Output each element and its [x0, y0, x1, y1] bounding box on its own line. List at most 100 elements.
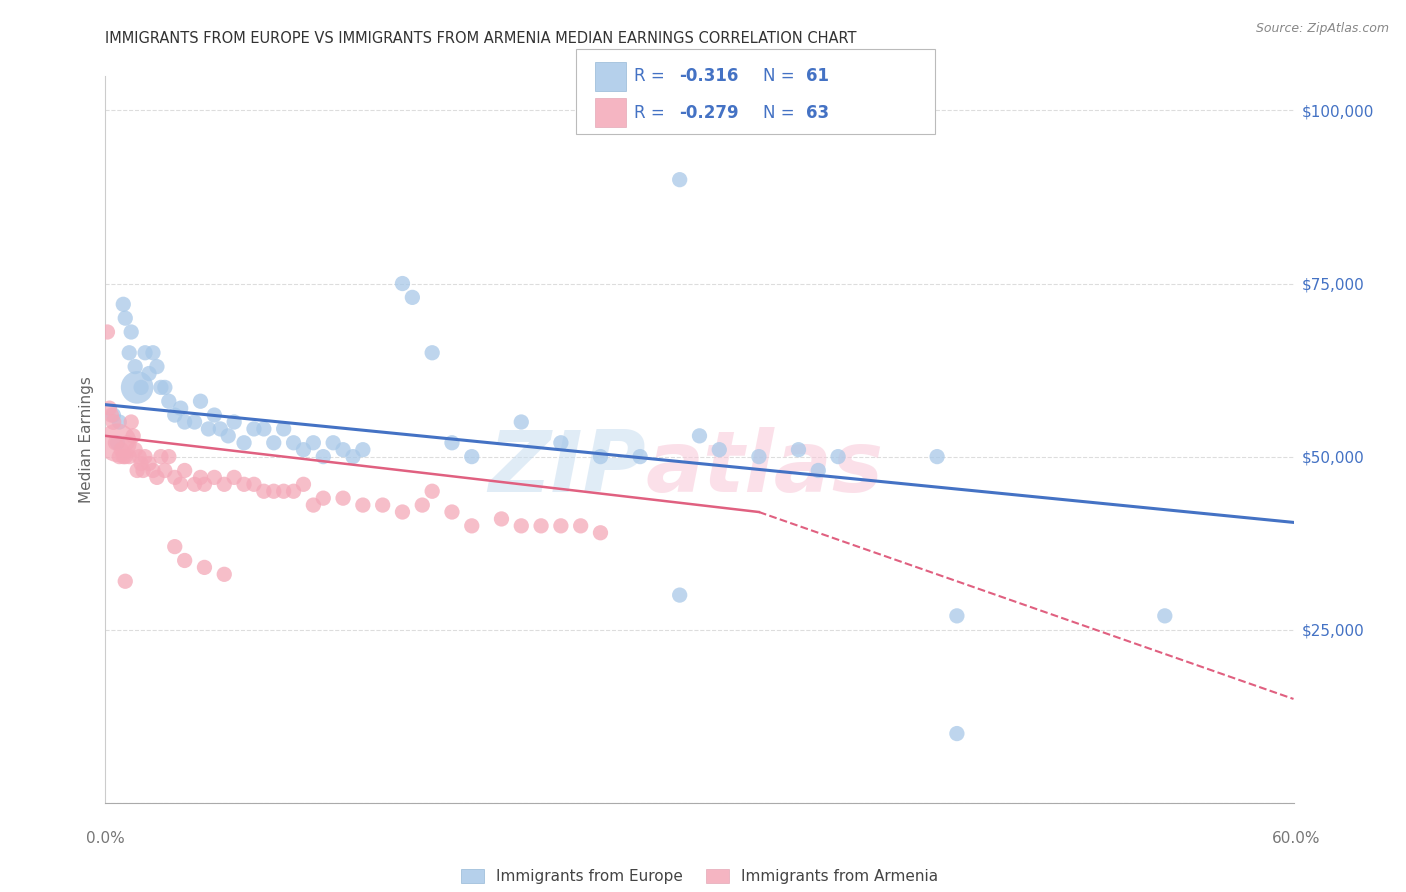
Point: [510, 415, 533, 429]
Point: [202, 408, 225, 422]
Point: [202, 470, 225, 484]
Point: [127, 380, 149, 394]
Point: [163, 408, 186, 422]
Point: [292, 442, 315, 457]
Point: [118, 345, 141, 359]
Point: [224, 415, 246, 429]
Point: [114, 450, 136, 464]
Point: [391, 277, 413, 291]
Point: [118, 450, 141, 464]
Text: R =: R =: [634, 67, 671, 86]
Point: [283, 435, 305, 450]
Point: [302, 498, 325, 512]
Point: [163, 540, 186, 554]
Point: [209, 422, 232, 436]
Point: [440, 435, 463, 450]
Point: [149, 450, 172, 464]
Point: [302, 435, 325, 450]
Point: [153, 463, 176, 477]
Point: [104, 435, 127, 450]
Point: [263, 435, 285, 450]
Point: [193, 560, 215, 574]
Point: [827, 450, 849, 464]
Point: [312, 491, 335, 505]
Point: [332, 442, 354, 457]
Point: [170, 401, 193, 416]
Point: [100, 408, 122, 422]
Point: [120, 415, 142, 429]
Point: [709, 442, 731, 457]
Point: [103, 415, 125, 429]
Point: [371, 498, 394, 512]
Point: [233, 477, 256, 491]
Point: [105, 435, 128, 450]
Point: [352, 442, 374, 457]
Point: [173, 463, 195, 477]
Point: [112, 297, 135, 311]
Point: [115, 435, 138, 450]
Point: [120, 325, 142, 339]
Point: [190, 470, 212, 484]
Point: [183, 415, 205, 429]
Point: [1153, 608, 1175, 623]
Text: N =: N =: [763, 67, 800, 86]
Point: [142, 345, 165, 359]
Point: [263, 484, 285, 499]
Point: [569, 519, 592, 533]
Text: Source: ZipAtlas.com: Source: ZipAtlas.com: [1256, 22, 1389, 36]
Point: [668, 588, 690, 602]
Point: [157, 450, 180, 464]
Point: [127, 463, 149, 477]
Text: 61: 61: [806, 67, 828, 86]
Text: 60.0%: 60.0%: [1272, 831, 1320, 846]
Point: [134, 345, 156, 359]
Point: [243, 477, 266, 491]
Point: [253, 484, 276, 499]
Text: 0.0%: 0.0%: [86, 831, 125, 846]
Text: IMMIGRANTS FROM EUROPE VS IMMIGRANTS FROM ARMENIA MEDIAN EARNINGS CORRELATION CH: IMMIGRANTS FROM EUROPE VS IMMIGRANTS FRO…: [105, 31, 856, 46]
Point: [461, 450, 484, 464]
Point: [273, 484, 295, 499]
Point: [787, 442, 810, 457]
Point: [183, 477, 205, 491]
Point: [173, 415, 195, 429]
Point: [146, 470, 169, 484]
Point: [807, 463, 830, 477]
Point: [411, 498, 433, 512]
Point: [589, 525, 612, 540]
Point: [103, 408, 125, 422]
Point: [491, 512, 513, 526]
Point: [96, 325, 118, 339]
Point: [510, 519, 533, 533]
Point: [292, 477, 315, 491]
Text: -0.279: -0.279: [679, 103, 738, 121]
Point: [163, 470, 186, 484]
Point: [110, 442, 132, 457]
Point: [112, 450, 135, 464]
Point: [273, 422, 295, 436]
Point: [129, 457, 152, 471]
Point: [322, 435, 344, 450]
Text: N =: N =: [763, 103, 800, 121]
Point: [190, 394, 212, 409]
Point: [401, 290, 423, 304]
Point: [689, 429, 711, 443]
Point: [124, 442, 146, 457]
Legend: Immigrants from Europe, Immigrants from Armenia: Immigrants from Europe, Immigrants from …: [454, 863, 945, 890]
Point: [217, 429, 239, 443]
Text: R =: R =: [634, 103, 671, 121]
Point: [440, 505, 463, 519]
Point: [946, 608, 969, 623]
Point: [105, 435, 128, 450]
Point: [214, 567, 236, 582]
Y-axis label: Median Earnings: Median Earnings: [79, 376, 94, 503]
Point: [149, 380, 172, 394]
Point: [132, 463, 155, 477]
Point: [925, 450, 948, 464]
Text: atlas: atlas: [645, 427, 884, 510]
Point: [124, 359, 146, 374]
Point: [253, 422, 276, 436]
Point: [530, 519, 553, 533]
Point: [461, 519, 484, 533]
Text: -0.316: -0.316: [679, 67, 738, 86]
